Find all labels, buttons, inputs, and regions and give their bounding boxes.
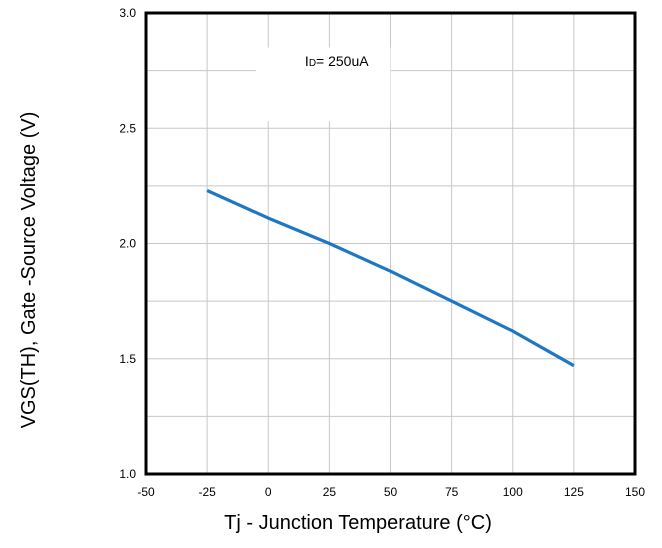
x-axis-title: Tj - Junction Temperature (°C) bbox=[224, 512, 492, 534]
x-tick-label: 75 bbox=[445, 485, 459, 499]
x-tick-label: 50 bbox=[384, 485, 398, 499]
annotation-rest: = 250uA bbox=[316, 53, 369, 69]
y-tick-label: 3.0 bbox=[119, 6, 136, 20]
current-annotation: ID= 250uA bbox=[256, 48, 390, 122]
x-tick-label: 150 bbox=[625, 485, 645, 499]
x-tick-label: 100 bbox=[503, 485, 523, 499]
x-tick-label: -50 bbox=[137, 485, 155, 499]
y-tick-label: 2.5 bbox=[119, 121, 136, 135]
x-tick-label: 125 bbox=[564, 485, 584, 499]
x-tick-label: 25 bbox=[323, 485, 337, 499]
x-tick-label: 0 bbox=[265, 485, 272, 499]
y-tick-label: 1.5 bbox=[119, 352, 136, 366]
y-tick-label: 2.0 bbox=[119, 237, 136, 251]
y-axis-title: VGS(TH), Gate -Source Voltage (V) bbox=[18, 112, 40, 429]
y-tick-label: 1.0 bbox=[119, 467, 136, 481]
annotation-sub: D bbox=[309, 58, 316, 69]
x-tick-label: -25 bbox=[198, 485, 216, 499]
x-axis-ticks: -50 -25 0 25 50 75 100 125 150 bbox=[137, 485, 645, 499]
